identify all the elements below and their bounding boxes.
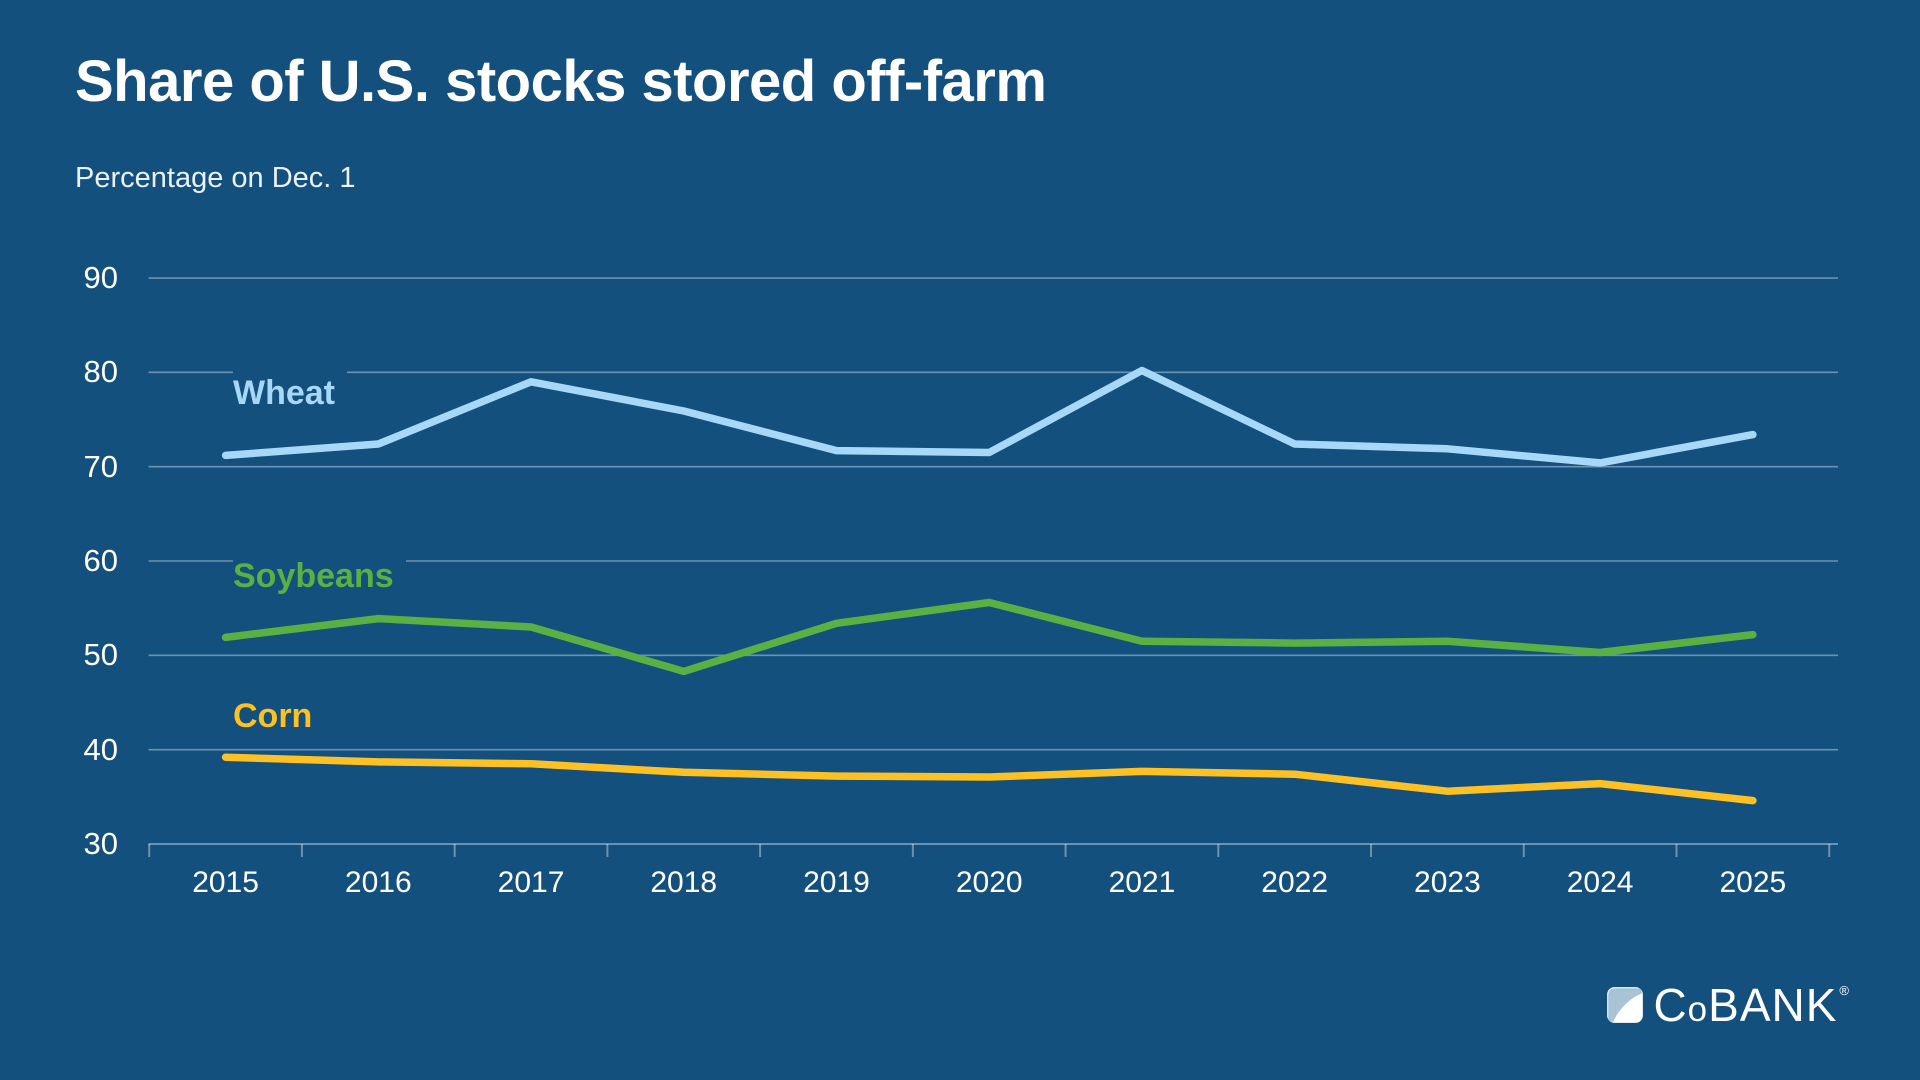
- data-line-corn: [221, 753, 1757, 805]
- x-tick-label-2019: 2019: [803, 866, 870, 899]
- page-title: Share of U.S. stocks stored off-farm: [75, 49, 1047, 114]
- data-line-wheat: [221, 366, 1757, 467]
- series-label-soybeans: Soybeans: [233, 554, 406, 599]
- x-tick-label-2021: 2021: [1108, 866, 1176, 899]
- y-tick-label-30: 30: [83, 826, 118, 861]
- x-tick-label-2018: 2018: [650, 866, 718, 899]
- x-tick-label-2017: 2017: [497, 866, 565, 899]
- y-tick-label-80: 80: [83, 354, 118, 390]
- x-tick-label-2023: 2023: [1414, 866, 1481, 899]
- x-tick-label-2016: 2016: [344, 866, 412, 899]
- data-line-soybeans: [221, 598, 1757, 676]
- series-label-corn: Corn: [233, 694, 325, 739]
- registered-mark: ®: [1839, 983, 1850, 998]
- x-tick-label-2020: 2020: [955, 866, 1023, 899]
- y-tick-label-50: 50: [83, 637, 118, 673]
- x-tick-label-2025: 2025: [1719, 866, 1787, 899]
- y-tick-label-40: 40: [83, 731, 118, 767]
- chart-subtitle: Percentage on Dec. 1: [75, 162, 356, 194]
- series-label-wheat: Wheat: [233, 371, 347, 416]
- y-tick-label-60: 60: [83, 543, 118, 578]
- x-tick-label-2015: 2015: [192, 866, 259, 899]
- x-tick-label-2024: 2024: [1566, 866, 1634, 899]
- y-tick-label-70: 70: [83, 448, 118, 484]
- x-tick-label-2022: 2022: [1261, 866, 1329, 899]
- logo-letter-o: o: [1687, 990, 1709, 1029]
- logo-letters-bank: BANK: [1708, 979, 1838, 1031]
- logo-letter-c: C: [1653, 979, 1688, 1031]
- cobank-logo-icon: [1607, 987, 1644, 1023]
- y-tick-label-90: 90: [83, 260, 118, 296]
